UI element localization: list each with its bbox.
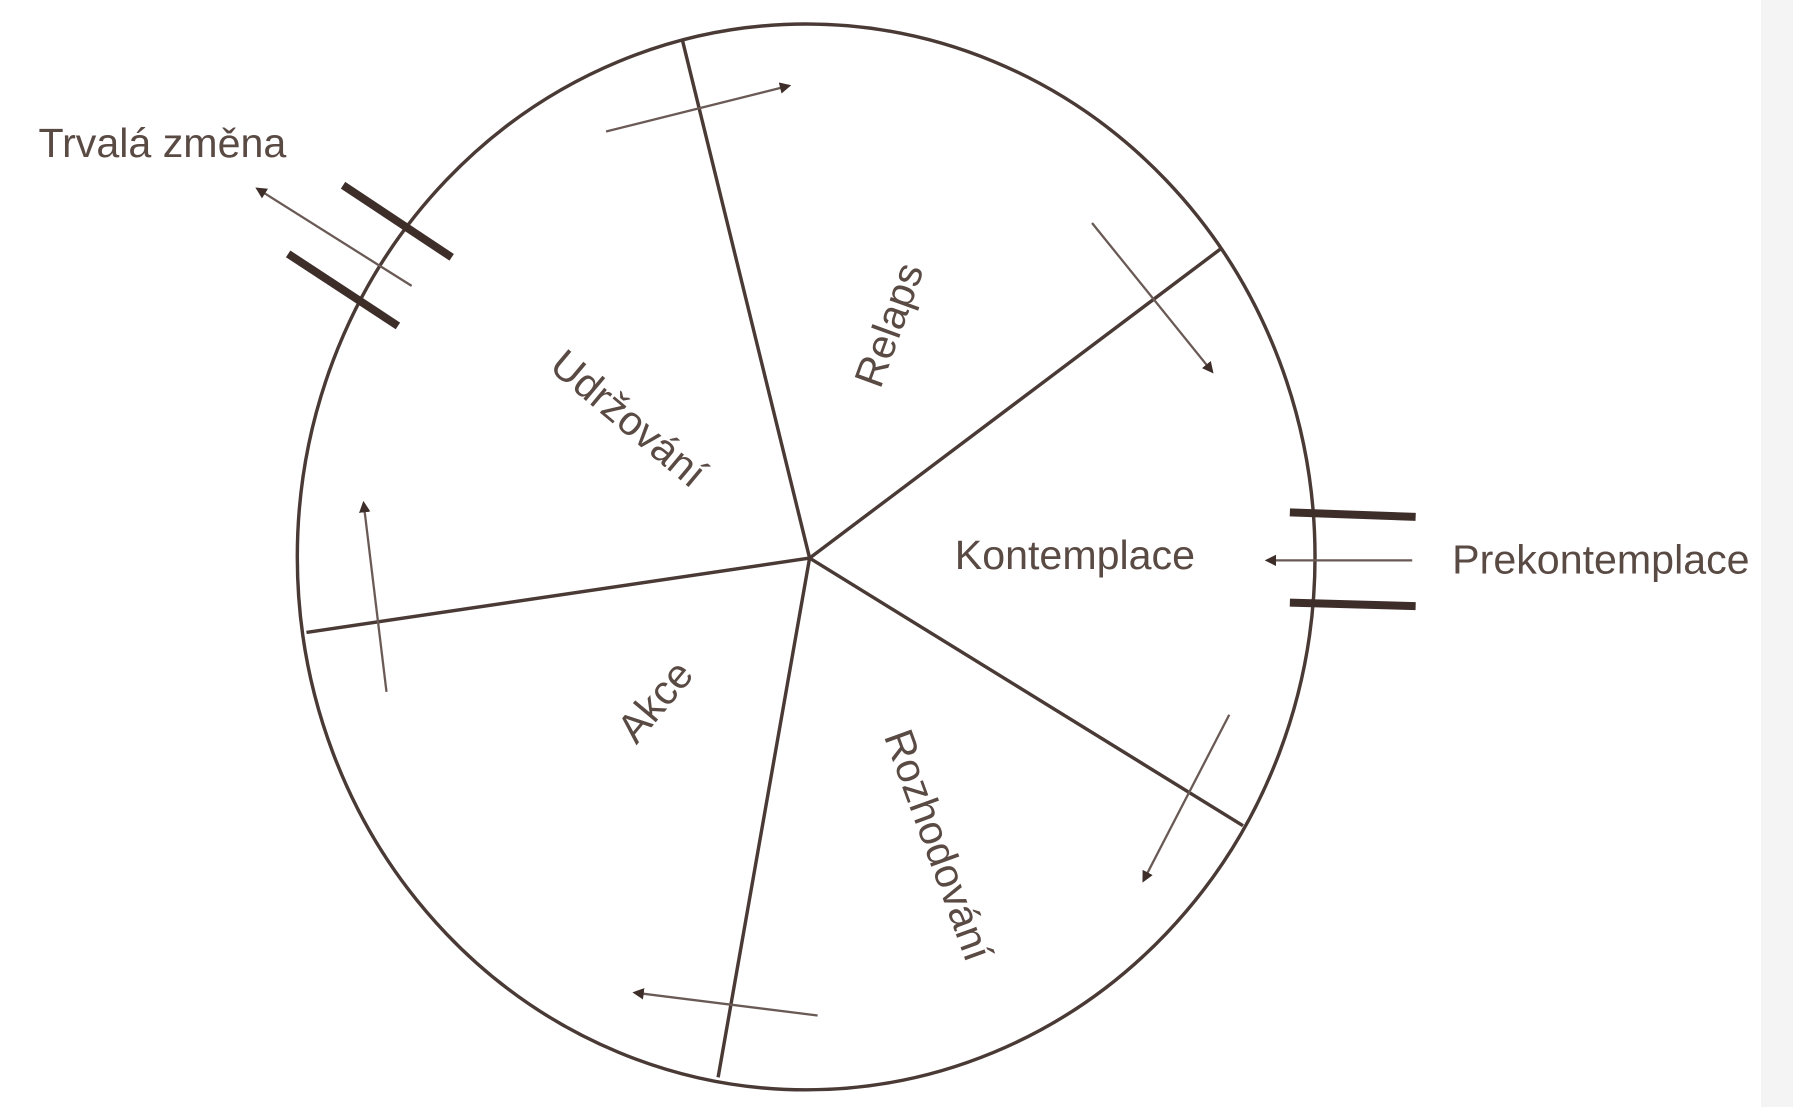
edge-strip bbox=[1760, 0, 1793, 1107]
stage-label: Udržování bbox=[542, 341, 716, 497]
cycle-arrows bbox=[255, 82, 1413, 1017]
stage-label: Rozhodování bbox=[875, 723, 1001, 967]
stage-label: Kontemplace bbox=[955, 532, 1195, 578]
stage-label: Akce bbox=[608, 651, 702, 751]
exit-label: Trvalá změna bbox=[38, 120, 286, 166]
gate-bars bbox=[285, 181, 1416, 611]
spokes bbox=[306, 40, 1244, 1078]
stage-label: Relaps bbox=[845, 257, 932, 393]
wheel bbox=[295, 22, 1317, 1092]
entry-label: Prekontemplace bbox=[1452, 537, 1749, 583]
